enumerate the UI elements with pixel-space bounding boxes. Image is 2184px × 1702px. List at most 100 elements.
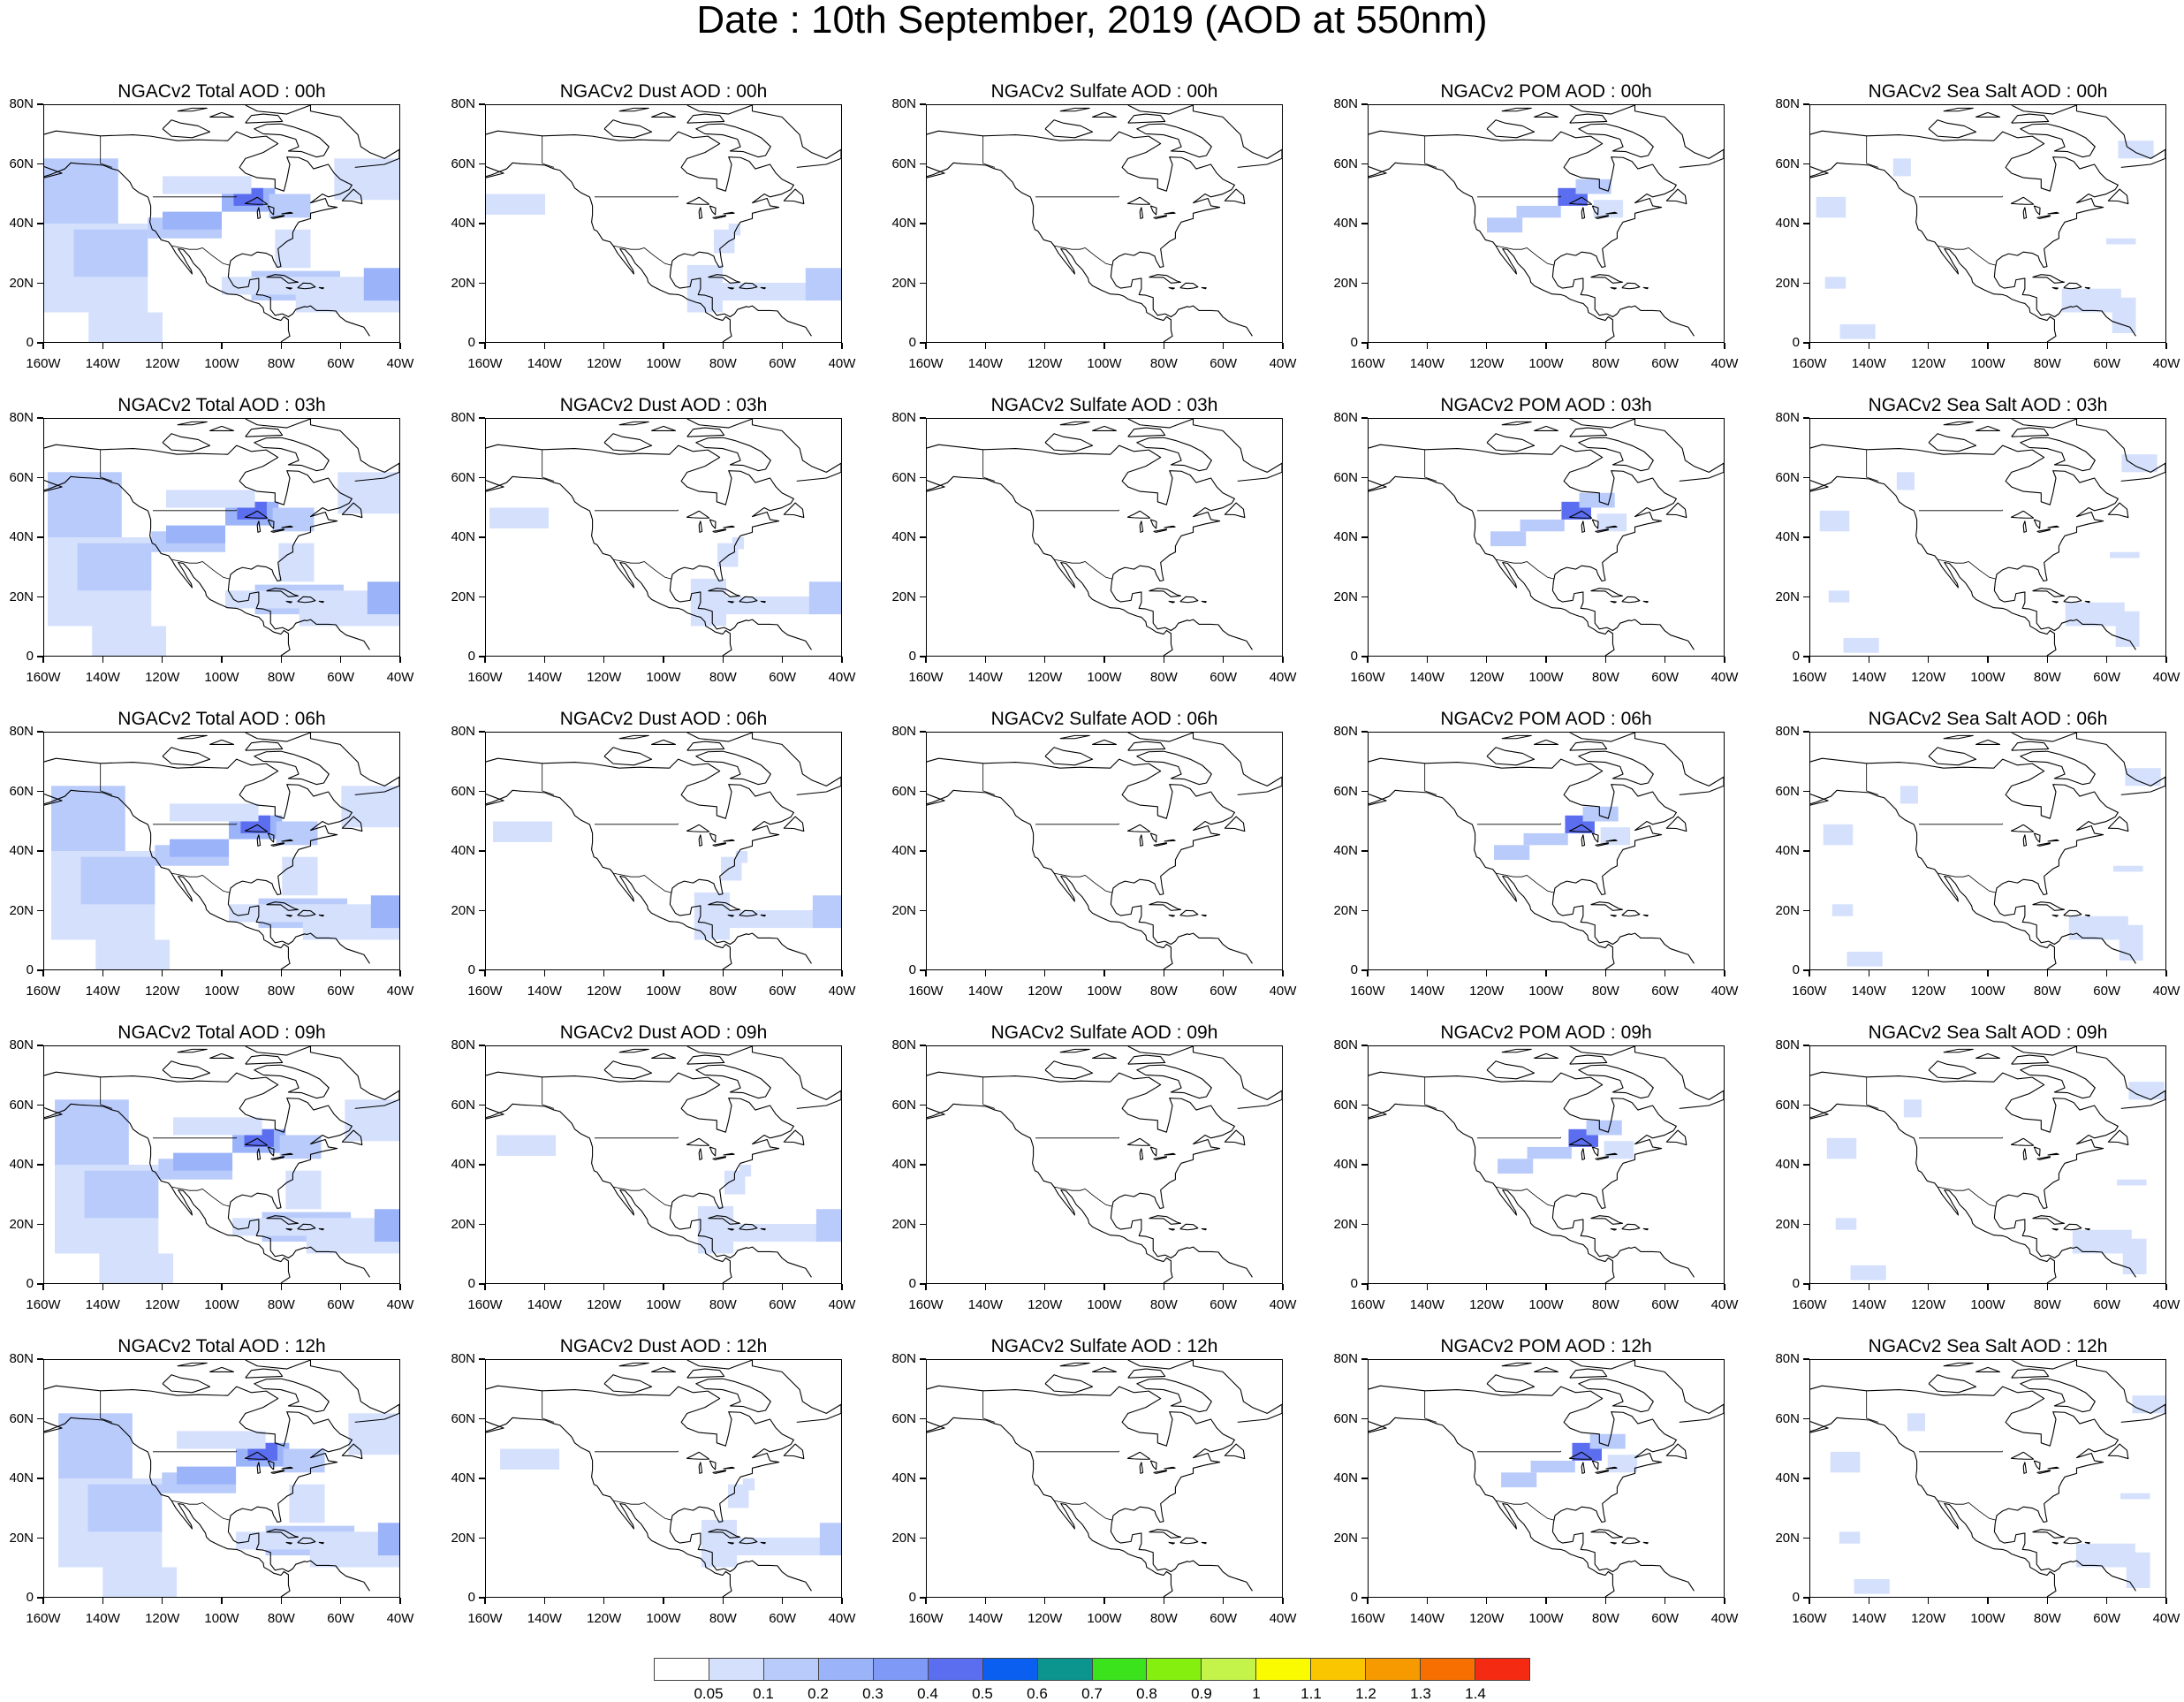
coast-segment bbox=[1127, 741, 1166, 751]
lon-tick bbox=[399, 1284, 401, 1290]
coast-segment bbox=[1168, 1227, 1175, 1231]
coast-segment bbox=[1569, 419, 1636, 429]
national-border bbox=[1424, 135, 1437, 168]
colorbar-label: 0.8 bbox=[1136, 1685, 1157, 1702]
lon-tick bbox=[1604, 657, 1607, 663]
aod-cell bbox=[1575, 179, 1611, 194]
lon-tick bbox=[1426, 1598, 1429, 1604]
lon-tick-label: 40W bbox=[386, 1297, 414, 1312]
coast-segment bbox=[1568, 1137, 1593, 1146]
coast-segment bbox=[1621, 909, 1641, 917]
lat-tick-label: 40N bbox=[1333, 1157, 1358, 1172]
lon-tick bbox=[1426, 657, 1429, 663]
map-plot-area bbox=[926, 1045, 1283, 1284]
lat-tick bbox=[1803, 790, 1809, 792]
lon-tick-label: 80W bbox=[267, 670, 295, 685]
lon-tick-label: 160W bbox=[1792, 984, 1827, 999]
aod-cell bbox=[232, 1218, 352, 1236]
coast-segment bbox=[2036, 1156, 2051, 1160]
lat-tick-label: 80N bbox=[451, 1351, 475, 1366]
lat-tick bbox=[479, 536, 485, 538]
coast-segment bbox=[1634, 419, 1724, 482]
lon-tick bbox=[984, 1284, 987, 1290]
coast-segment bbox=[618, 107, 649, 112]
national-border bbox=[594, 1136, 679, 1139]
coast-segment bbox=[486, 1103, 732, 1283]
lon-tick-label: 60W bbox=[769, 1297, 797, 1312]
coast-segment bbox=[318, 1541, 324, 1545]
coast-segment bbox=[1127, 1054, 1166, 1065]
national-border bbox=[1918, 509, 2004, 512]
lat-tick bbox=[920, 1478, 926, 1479]
coast-segment bbox=[267, 1146, 275, 1157]
coast-segment bbox=[686, 824, 710, 832]
coast-segment bbox=[1621, 282, 1641, 290]
lat-tick bbox=[1361, 536, 1368, 538]
aod-cell bbox=[2117, 1179, 2147, 1186]
lon-tick-label: 160W bbox=[908, 1611, 944, 1626]
aod-cell bbox=[170, 839, 230, 857]
coast-segment bbox=[1486, 433, 1536, 452]
coast-segment bbox=[686, 1360, 754, 1370]
coast-segment bbox=[256, 520, 262, 533]
coastline bbox=[927, 1360, 1282, 1597]
lon-tick bbox=[1809, 970, 1810, 976]
lat-tick bbox=[1803, 1164, 1809, 1166]
coast-segment bbox=[1126, 1137, 1151, 1146]
lat-tick-label: 40N bbox=[1775, 1470, 1800, 1485]
aod-cell bbox=[1843, 637, 1879, 653]
aod-cell bbox=[236, 1531, 355, 1550]
coast-segment bbox=[2022, 834, 2028, 847]
panel-title: NGACv2 Sulfate AOD : 12h bbox=[990, 1336, 1218, 1356]
lon-tick-label: 120W bbox=[145, 1611, 180, 1626]
lon-tick bbox=[2046, 657, 2049, 663]
coast-segment bbox=[1943, 1048, 1974, 1053]
lat-tick bbox=[920, 1164, 926, 1166]
colorbar-label: 0.6 bbox=[1027, 1685, 1048, 1702]
aod-cell bbox=[87, 1484, 163, 1532]
map-plot-area bbox=[1368, 418, 1725, 657]
aod-cell bbox=[1607, 1455, 1638, 1473]
coast-segment bbox=[1665, 816, 1687, 832]
aod-cell bbox=[2110, 551, 2140, 558]
lat-tick-label: 20N bbox=[9, 1530, 34, 1546]
lon-tick-label: 100W bbox=[1970, 1611, 2006, 1626]
lat-tick-label: 20N bbox=[451, 589, 475, 604]
lon-tick-label: 100W bbox=[204, 1297, 239, 1312]
coast-segment bbox=[1621, 1223, 1641, 1231]
coast-segment bbox=[2011, 1054, 2050, 1065]
lon-tick bbox=[1927, 343, 1930, 349]
map-svg bbox=[1369, 419, 1724, 656]
lon-tick bbox=[339, 657, 342, 663]
coast-segment bbox=[1590, 1529, 1624, 1539]
aod-cell bbox=[730, 910, 819, 929]
aod-cell bbox=[95, 939, 171, 969]
coast-segment bbox=[341, 816, 363, 832]
map-panel-total-12h: NGACv2 Total AOD : 12h 80N 60N 40N 20N 0 160W 1… bbox=[2, 1334, 442, 1635]
lat-tick bbox=[1803, 476, 1809, 478]
lon-tick bbox=[2105, 1284, 2108, 1290]
lon-tick bbox=[1724, 343, 1725, 349]
lat-tick bbox=[920, 417, 926, 419]
coast-segment bbox=[1595, 842, 1609, 847]
lat-tick-label: 40N bbox=[891, 843, 916, 858]
lon-tick-label: 120W bbox=[145, 670, 180, 685]
coast-segment bbox=[2032, 1215, 2066, 1225]
coast-segment bbox=[1534, 1052, 1558, 1059]
coast-segment bbox=[162, 119, 211, 139]
lat-tick bbox=[479, 1045, 485, 1046]
coast-segment bbox=[2084, 1227, 2090, 1231]
aod-cell bbox=[735, 851, 748, 863]
coast-segment bbox=[1578, 1064, 1654, 1099]
coast-segment bbox=[1610, 914, 1617, 917]
coast-segment bbox=[341, 1443, 363, 1460]
lat-tick-label: 80N bbox=[1333, 1037, 1358, 1052]
lon-tick-label: 40W bbox=[386, 984, 414, 999]
coast-segment bbox=[1059, 107, 1090, 112]
lon-tick bbox=[1103, 970, 1105, 976]
lat-tick bbox=[1361, 1283, 1368, 1285]
coast-segment bbox=[244, 1451, 269, 1460]
coastline bbox=[486, 419, 841, 656]
colorbar-swatch bbox=[1366, 1659, 1422, 1680]
lat-tick bbox=[37, 476, 43, 478]
